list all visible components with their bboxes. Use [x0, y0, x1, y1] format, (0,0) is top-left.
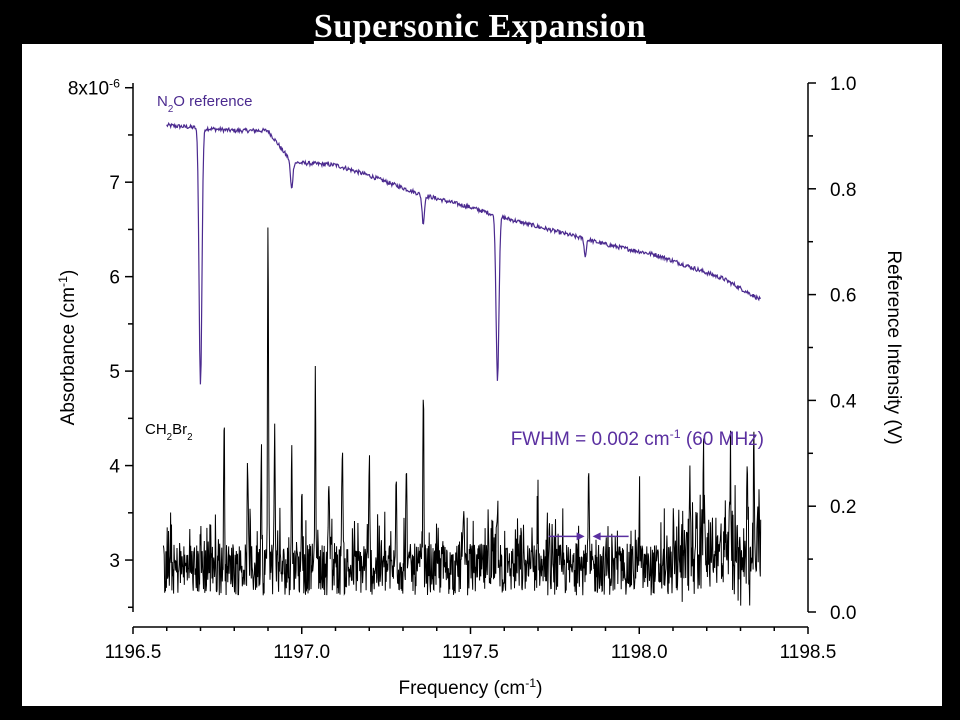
y-right-tick-label-2: 0.4: [830, 391, 857, 412]
n2o-reference-label: N2O reference: [157, 93, 253, 115]
ch2br2-label: CH2Br2: [145, 421, 193, 443]
y-left-tick-label-0: 3: [109, 551, 120, 572]
x-tick-label-1: 1197.0: [273, 642, 330, 663]
slide-title: Supersonic Expansion: [313, 8, 647, 45]
ch2br2-absorbance-trace: [162, 227, 762, 606]
y-left-tick-label-3: 6: [109, 268, 120, 289]
y-right-tick-label-1: 0.2: [830, 497, 856, 518]
fwhm-arrow-left-head: [576, 532, 585, 541]
y-right-tick-label-5: 1.0: [830, 74, 856, 95]
x-axis-title: Frequency (cm-1): [398, 676, 542, 699]
x-tick-label-3: 1198.0: [611, 642, 668, 663]
y-left-axis-title: Absorbance (cm-1): [56, 270, 79, 426]
y-right-tick-label-4: 0.8: [830, 180, 856, 201]
y-right-tick-label-3: 0.6: [830, 286, 856, 307]
y-right-tick-label-0: 0.0: [830, 603, 856, 624]
x-tick-label-2: 1197.5: [442, 642, 499, 663]
fwhm-arrow-right-head: [592, 532, 601, 541]
plot-panel: 1196.5 1197.0 1197.5 1198.0 1198.5 3 4 5 6 7 8x10-…: [22, 44, 942, 706]
x-tick-label-4: 1198.5: [780, 642, 837, 663]
fwhm-annotation: FWHM = 0.002 cm-1 (60 MHz): [511, 427, 764, 450]
y-left-top-label: 8x10-6: [68, 77, 120, 100]
spectrum-chart: 1196.5 1197.0 1197.5 1198.0 1198.5 3 4 5 6 7 8x10-…: [56, 74, 904, 699]
x-tick-label-0: 1196.5: [105, 642, 162, 663]
y-right-axis-title: Reference Intensity (V): [883, 250, 904, 444]
y-left-tick-label-2: 5: [109, 362, 120, 383]
y-left-tick-label-1: 4: [109, 457, 120, 478]
n2o-reference-trace: [166, 121, 762, 385]
y-left-tick-label-4: 7: [109, 173, 120, 194]
